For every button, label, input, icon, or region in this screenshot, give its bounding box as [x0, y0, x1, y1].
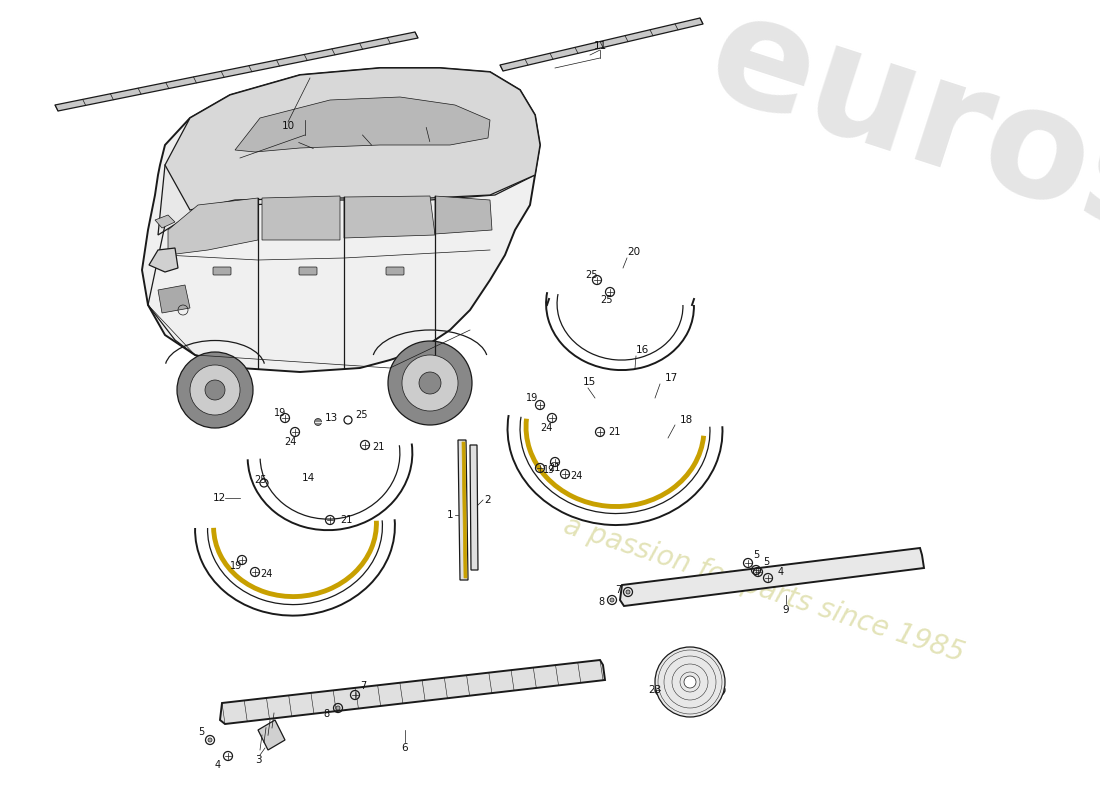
Polygon shape: [262, 196, 340, 240]
Polygon shape: [500, 18, 703, 71]
Polygon shape: [434, 196, 492, 234]
Text: 17: 17: [666, 373, 679, 383]
Circle shape: [208, 738, 212, 742]
Circle shape: [684, 676, 696, 688]
Ellipse shape: [654, 678, 725, 702]
FancyBboxPatch shape: [299, 267, 317, 275]
Text: 19: 19: [274, 408, 286, 418]
Text: 16: 16: [636, 345, 649, 355]
Polygon shape: [470, 445, 478, 570]
Polygon shape: [148, 248, 178, 272]
Text: 18: 18: [680, 415, 693, 425]
Circle shape: [205, 380, 225, 400]
Text: 15: 15: [583, 377, 596, 387]
Text: 21: 21: [372, 442, 384, 452]
Text: 4: 4: [778, 567, 784, 577]
Circle shape: [626, 590, 630, 594]
Circle shape: [177, 352, 253, 428]
Text: 24: 24: [260, 569, 273, 579]
Text: 5: 5: [198, 727, 205, 737]
Text: 4: 4: [214, 760, 221, 770]
Polygon shape: [235, 97, 490, 152]
Circle shape: [402, 355, 458, 411]
Polygon shape: [158, 285, 190, 313]
Text: 11: 11: [593, 41, 606, 51]
Polygon shape: [462, 442, 468, 578]
Text: 23: 23: [648, 685, 661, 695]
Text: 10: 10: [282, 121, 295, 131]
Text: 6: 6: [402, 743, 408, 753]
Polygon shape: [168, 198, 258, 255]
Text: 14: 14: [302, 473, 316, 483]
Text: 12: 12: [213, 493, 227, 503]
Text: 7: 7: [360, 681, 366, 691]
Text: 20: 20: [627, 247, 640, 257]
Text: 24: 24: [284, 437, 296, 447]
Text: 5: 5: [754, 550, 759, 560]
Text: 2: 2: [484, 495, 491, 505]
Text: 25: 25: [585, 270, 597, 280]
Polygon shape: [158, 115, 535, 235]
Circle shape: [336, 706, 340, 710]
Circle shape: [419, 372, 441, 394]
Text: 8: 8: [598, 597, 604, 607]
Polygon shape: [142, 68, 540, 372]
Text: 24: 24: [540, 423, 552, 433]
Polygon shape: [458, 440, 468, 580]
Polygon shape: [220, 660, 605, 724]
Text: 3: 3: [255, 755, 262, 765]
Text: 8: 8: [323, 709, 329, 719]
Text: 9: 9: [783, 605, 790, 615]
Text: 21: 21: [548, 463, 560, 473]
Text: 21: 21: [340, 515, 352, 525]
Text: 19: 19: [526, 393, 538, 403]
Polygon shape: [165, 68, 540, 210]
Text: 13: 13: [324, 413, 339, 423]
Text: 24: 24: [570, 471, 582, 481]
Text: 1: 1: [447, 510, 453, 520]
Polygon shape: [155, 215, 175, 228]
FancyBboxPatch shape: [213, 267, 231, 275]
Polygon shape: [620, 548, 924, 606]
Polygon shape: [258, 720, 285, 750]
Text: 19: 19: [230, 561, 242, 571]
Text: 25: 25: [254, 475, 266, 485]
Circle shape: [654, 647, 725, 717]
Text: 19: 19: [543, 465, 556, 475]
Text: a passion for parts since 1985: a passion for parts since 1985: [560, 512, 968, 668]
Circle shape: [388, 341, 472, 425]
Text: 25: 25: [600, 295, 613, 305]
Circle shape: [315, 418, 321, 426]
Polygon shape: [55, 32, 418, 111]
Circle shape: [190, 365, 240, 415]
Text: 7: 7: [615, 585, 622, 595]
Text: 21: 21: [608, 427, 620, 437]
Text: 25: 25: [355, 410, 367, 420]
FancyBboxPatch shape: [386, 267, 404, 275]
Text: eurospares: eurospares: [690, 0, 1100, 420]
Circle shape: [610, 598, 614, 602]
Text: 5: 5: [763, 557, 769, 567]
Polygon shape: [344, 196, 434, 238]
